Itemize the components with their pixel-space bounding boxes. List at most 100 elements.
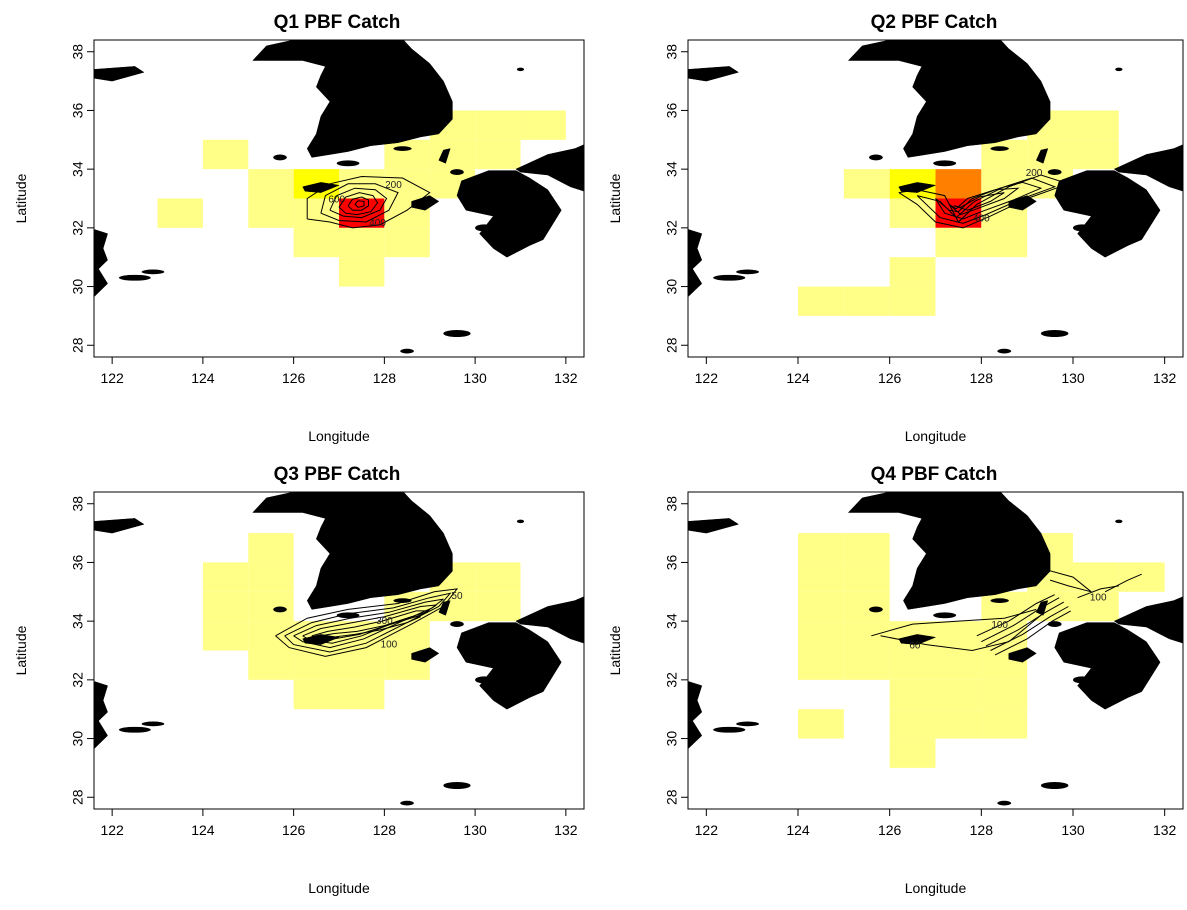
contour-line (302, 604, 437, 644)
land-island (1073, 676, 1092, 684)
plot-frame (93, 39, 585, 358)
land-island (118, 726, 151, 733)
land-island (1040, 781, 1069, 790)
catch-cell (384, 227, 430, 258)
catch-cell (935, 679, 982, 710)
y-tick-label: 30 (664, 279, 680, 295)
contour-line (871, 608, 1037, 637)
land-island (393, 598, 412, 603)
x-tick-label: 122 (695, 370, 719, 386)
y-tick-label: 28 (70, 789, 86, 805)
y-axis-label: Latitude (607, 173, 623, 223)
land-island (516, 67, 525, 72)
catch-cell (429, 591, 476, 622)
contour-label: 200 (1026, 168, 1043, 179)
catch-cell (475, 562, 521, 592)
contour-line (994, 610, 1071, 656)
x-tick-label: 132 (1153, 370, 1177, 386)
catch-cell (1027, 139, 1073, 170)
plot-area: 60 100 100 (688, 492, 1183, 806)
catch-cell (293, 227, 339, 258)
contour-label: 50 (451, 591, 463, 602)
y-tick-label: 36 (664, 554, 680, 570)
catch-cell (475, 110, 521, 140)
land-island (141, 721, 165, 727)
x-tick-label: 124 (191, 370, 215, 386)
land-kyushu (1054, 622, 1161, 710)
land-island (997, 800, 1012, 806)
catch-cell (935, 621, 982, 651)
plot-frame (93, 491, 585, 810)
plot-frame (687, 39, 1184, 358)
x-tick-label: 130 (463, 822, 487, 838)
contour-label: 60 (909, 641, 921, 652)
catch-cell (935, 709, 982, 739)
catch-cell (889, 650, 936, 680)
catch-cell (157, 198, 203, 228)
land-island (1047, 621, 1062, 628)
land-china-coast (688, 681, 703, 750)
x-tick-label: 128 (373, 822, 397, 838)
catch-cell (475, 591, 521, 622)
land-china-coast (94, 229, 108, 298)
x-tick-label: 132 (1153, 822, 1177, 838)
catch-cell (798, 709, 844, 739)
land-island (474, 195, 486, 202)
catch-cell (248, 198, 294, 228)
catch-cell (202, 139, 249, 170)
x-axis-label: Longitude (905, 880, 967, 896)
y-tick-label: 34 (70, 161, 86, 177)
contour-line (985, 601, 1065, 647)
catch-cell (981, 169, 1028, 199)
x-axis-label: Longitude (308, 428, 370, 444)
land-island (1115, 67, 1123, 72)
land-shandong (94, 66, 145, 82)
land-island (516, 519, 525, 524)
catch-cell (1118, 562, 1165, 592)
contour-line (990, 606, 1069, 651)
land-island (990, 146, 1009, 151)
land-island (1047, 169, 1062, 176)
x-tick-label: 128 (970, 370, 994, 386)
contour-line (275, 588, 459, 657)
x-tick-label: 132 (554, 822, 578, 838)
catch-cell (935, 650, 982, 680)
x-tick-label: 128 (373, 370, 397, 386)
catch-cell (889, 709, 936, 739)
y-axis-label: Latitude (607, 625, 623, 675)
y-tick-label: 28 (664, 337, 680, 353)
catch-cell (520, 110, 566, 140)
contour-line (347, 196, 369, 211)
catch-cell (248, 562, 294, 592)
x-tick-label: 130 (1061, 822, 1085, 838)
land-shandong (688, 518, 740, 534)
y-tick-label: 32 (664, 672, 680, 688)
y-tick-label: 38 (664, 44, 680, 60)
land-island (933, 160, 957, 167)
plot-area: 200 400 600 (94, 40, 584, 354)
land-island (713, 726, 746, 733)
catch-cell (202, 562, 249, 592)
land-island (443, 329, 471, 338)
y-tick-label: 30 (70, 731, 86, 747)
catch-cell (248, 169, 294, 199)
land-island (141, 269, 165, 275)
contour-label: 100 (991, 620, 1008, 631)
y-tick-label: 38 (664, 496, 680, 512)
land-island (997, 348, 1012, 354)
y-tick-label: 36 (70, 102, 86, 118)
catch-cell (889, 198, 936, 228)
contour-line (948, 187, 1020, 216)
contour-label: 100 (381, 639, 398, 650)
contour-line (338, 192, 379, 216)
land-jeju (898, 182, 937, 193)
panel-title: Q2 PBF Catch (871, 12, 998, 33)
contour-line (306, 175, 431, 229)
contour-line (898, 174, 1070, 229)
catch-cell (843, 650, 890, 680)
land-kyushu (456, 622, 562, 710)
y-tick-label: 34 (664, 613, 680, 629)
catch-cell (798, 533, 844, 563)
contour-line (880, 614, 1042, 652)
